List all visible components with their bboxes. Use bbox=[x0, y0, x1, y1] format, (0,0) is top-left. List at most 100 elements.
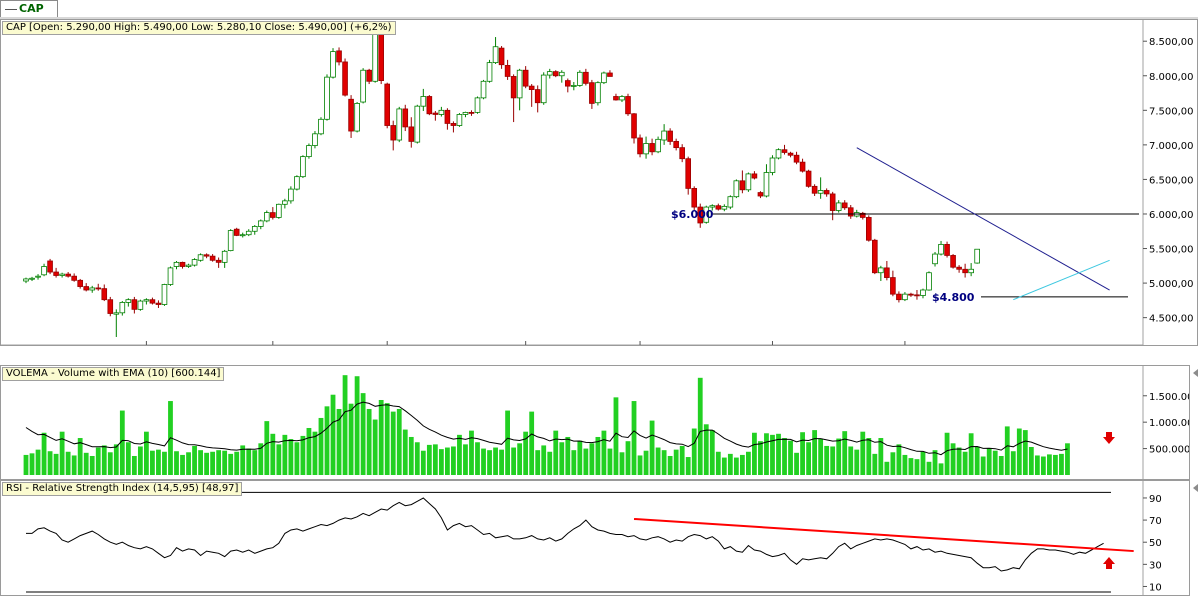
volume-bar bbox=[137, 446, 143, 475]
candle-body bbox=[167, 267, 174, 285]
volume-panel[interactable]: VOLEMA - Volume with EMA (10) [600.144] … bbox=[0, 365, 1190, 480]
legend-line-swatch bbox=[5, 9, 17, 10]
downtrend-line bbox=[856, 147, 1110, 291]
candle-body bbox=[408, 126, 415, 142]
annotation-6000: $6.000 bbox=[671, 208, 714, 221]
volume-bar bbox=[408, 436, 414, 475]
volume-bar bbox=[902, 454, 908, 475]
candle-body bbox=[811, 185, 818, 194]
volume-bar bbox=[47, 451, 53, 475]
volume-bar bbox=[457, 434, 462, 475]
candle-body bbox=[805, 170, 812, 187]
candle-body bbox=[203, 254, 210, 257]
candle-body bbox=[173, 261, 180, 267]
candle-body bbox=[655, 138, 661, 153]
volume-bar bbox=[414, 442, 420, 475]
candle-body bbox=[113, 312, 120, 315]
volume-bar bbox=[204, 452, 209, 475]
volume-bar bbox=[378, 399, 384, 475]
candle-body bbox=[161, 284, 168, 305]
volume-bar bbox=[812, 430, 818, 475]
price-y-tick-label: 8.000,00 bbox=[1149, 72, 1194, 83]
candle-body bbox=[504, 64, 511, 77]
candle-body bbox=[438, 109, 445, 115]
volume-bar bbox=[41, 432, 47, 475]
volume-bar bbox=[589, 443, 595, 475]
candle-body bbox=[185, 264, 192, 267]
volume-bar bbox=[758, 441, 763, 475]
volume-bar bbox=[956, 447, 962, 475]
candle-body bbox=[257, 220, 264, 227]
volume-panel-scroll-marker[interactable] bbox=[1193, 369, 1198, 377]
candle-body bbox=[492, 46, 499, 64]
candle-body bbox=[775, 149, 782, 159]
volume-bar bbox=[35, 449, 41, 475]
candle-body bbox=[661, 130, 667, 141]
candle-body bbox=[71, 275, 77, 281]
candle-body bbox=[902, 293, 908, 301]
candle-body bbox=[215, 259, 222, 263]
rsi-annotations bbox=[633, 517, 1134, 569]
rsi-panel[interactable]: RSI - Relative Strength Index (14,5,95) … bbox=[0, 480, 1190, 596]
candle-body bbox=[920, 289, 926, 296]
volume-bar bbox=[685, 457, 691, 475]
candle-body bbox=[366, 69, 372, 82]
volume-bar bbox=[240, 445, 246, 475]
volume-bar bbox=[192, 445, 197, 475]
candle-body bbox=[601, 72, 607, 84]
candle-body bbox=[516, 69, 523, 99]
rsi-panel-scroll-marker[interactable] bbox=[1193, 484, 1198, 492]
candle-body bbox=[673, 141, 679, 149]
candle-body bbox=[294, 176, 300, 190]
candle-body bbox=[968, 268, 974, 274]
candle-body bbox=[799, 161, 806, 172]
candle-body bbox=[709, 205, 716, 208]
rsi-chart[interactable]: 10 30 50 70 90 bbox=[1, 481, 1189, 595]
candle-body bbox=[847, 207, 854, 217]
volume-bar bbox=[824, 445, 830, 475]
volume-chart[interactable]: 500.000 1.000.000 1.500.000 bbox=[1, 366, 1189, 479]
volume-bar bbox=[390, 411, 396, 475]
volume-bar bbox=[715, 451, 721, 475]
candle-body bbox=[793, 154, 800, 163]
candle-body bbox=[733, 180, 740, 198]
candle-body bbox=[577, 71, 583, 86]
candle-body bbox=[558, 71, 565, 77]
rsi-series bbox=[26, 497, 1104, 572]
volume-y-tick-label: 1.000.000 bbox=[1149, 418, 1189, 429]
volume-bar bbox=[926, 461, 932, 475]
volume-bar bbox=[523, 431, 529, 475]
candle-body bbox=[239, 234, 246, 237]
candle-body bbox=[721, 205, 728, 210]
price-x-axis: ene 2, 2017feb 1, 2017mar 1, 2017abr 3, … bbox=[1, 341, 1143, 345]
volume-bar bbox=[932, 450, 938, 475]
price-panel[interactable]: CAP [Open: 5.290,00 High: 5.490,00 Low: … bbox=[0, 19, 1198, 346]
volume-bar bbox=[752, 432, 757, 475]
price-chart[interactable]: 4.500,00 5.000,00 5.500,00 6.000,00 6.500,00… bbox=[1, 20, 1197, 345]
candle-body bbox=[119, 302, 126, 314]
candle-body bbox=[251, 226, 258, 232]
volume-bar bbox=[866, 438, 872, 475]
price-panel-label: CAP [Open: 5.290,00 High: 5.490,00 Low: … bbox=[2, 21, 396, 35]
candle-body bbox=[59, 273, 65, 276]
candle-body bbox=[53, 271, 59, 276]
candle-body bbox=[29, 277, 35, 280]
candle-body bbox=[107, 299, 114, 314]
volume-bar bbox=[565, 436, 571, 475]
volume-bar bbox=[667, 455, 673, 475]
volume-bar bbox=[23, 454, 29, 475]
candle-body bbox=[191, 259, 198, 266]
volume-bar bbox=[336, 408, 342, 475]
candle-body bbox=[896, 293, 902, 301]
volume-bar bbox=[703, 424, 709, 475]
candle-body bbox=[817, 190, 824, 194]
legend-tab-label: CAP bbox=[19, 2, 44, 15]
legend-tab[interactable]: CAP bbox=[0, 0, 58, 17]
volume-bar bbox=[727, 453, 733, 475]
price-y-tick-label: 8.500,00 bbox=[1149, 37, 1194, 48]
candle-body bbox=[354, 103, 360, 132]
volume-bar bbox=[535, 450, 541, 475]
candle-body bbox=[685, 158, 691, 189]
volume-bar bbox=[288, 439, 294, 475]
price-y-tick-label: 4.500,00 bbox=[1149, 314, 1194, 325]
